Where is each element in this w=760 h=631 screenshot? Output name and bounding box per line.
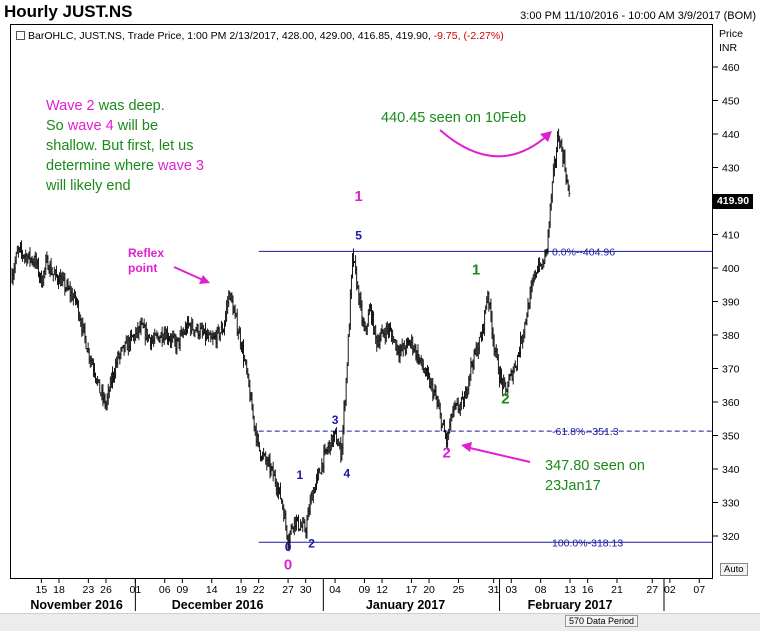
y-tick-label: 320	[722, 531, 740, 543]
x-tick-label: 27	[282, 584, 294, 596]
bottom-bar: 570 Data Period	[0, 613, 760, 631]
note-shallow: shallow. But first, let us	[46, 138, 194, 154]
y-tick-label: 360	[722, 397, 740, 409]
y-tick-label: 370	[722, 364, 740, 376]
x-tick-label: 06	[159, 584, 171, 596]
x-tick-label: 19	[235, 584, 247, 596]
note-wave3: wave 3	[158, 158, 204, 174]
y-tick-label: 440	[722, 129, 740, 141]
x-tick-label: 27	[646, 584, 658, 596]
info-prefix: BarOHLC, JUST.NS, Trade Price, 1:00 PM 2…	[28, 30, 431, 42]
x-tick-label: 16	[582, 584, 594, 596]
y-tick-label: 330	[722, 498, 740, 510]
date-range: 3:00 PM 11/10/2016 - 10:00 AM 3/9/2017 (…	[520, 10, 756, 22]
low-note-line2: 23Jan17	[545, 478, 601, 494]
reflex-line1: Reflex	[128, 246, 165, 260]
x-tick-label: 04	[329, 584, 341, 596]
high-note: 440.45 seen on 10Feb	[381, 110, 527, 126]
chart-title: Hourly JUST.NS	[4, 2, 133, 21]
x-tick-label: 14	[206, 584, 218, 596]
y-tick-label: 430	[722, 163, 740, 175]
low-note: 347.80 seen on 23Jan17	[545, 456, 645, 496]
x-tick-label: 15	[36, 584, 48, 596]
note-determine: determine where	[46, 158, 159, 174]
x-tick-label: 30	[300, 584, 312, 596]
note-end: will likely end	[46, 178, 131, 194]
x-tick-label: 13	[564, 584, 576, 596]
plot-area[interactable]	[10, 24, 713, 579]
y-tick-label: 400	[722, 263, 740, 275]
y-tick-label: 390	[722, 297, 740, 309]
x-tick-label: 01	[130, 584, 142, 596]
x-tick-label: 07	[693, 584, 705, 596]
note-willbe: will be	[113, 118, 159, 134]
x-tick-label: 21	[611, 584, 623, 596]
x-tick-label: 26	[100, 584, 112, 596]
x-tick-label: 18	[53, 584, 65, 596]
x-tick-label: 20	[423, 584, 435, 596]
x-tick-label: 09	[177, 584, 189, 596]
low-note-line1: 347.80 seen on	[545, 458, 645, 474]
y-axis-header-price: Price	[719, 28, 743, 40]
wave2-note: Wave 2 was deep. So wave 4 will be shall…	[46, 96, 204, 196]
x-tick-label: 08	[535, 584, 547, 596]
x-tick-label: 31	[488, 584, 500, 596]
x-tick-label: 02	[664, 584, 676, 596]
reflex-note: Reflex point	[128, 246, 164, 276]
note-wave4: wave 4	[67, 118, 114, 134]
x-tick-label: 03	[505, 584, 517, 596]
month-label: January 2017	[366, 598, 445, 612]
y-tick-label: 460	[722, 62, 740, 74]
month-label: February 2017	[528, 598, 613, 612]
y-tick-label: 380	[722, 330, 740, 342]
info-change: -9.75, (-2.27%)	[433, 30, 504, 42]
note-deep: was deep.	[94, 98, 165, 114]
y-tick-label: 340	[722, 464, 740, 476]
reflex-line2: point	[128, 261, 158, 275]
data-period-label[interactable]: 570 Data Period	[565, 615, 639, 627]
y-tick-label: 350	[722, 431, 740, 443]
settings-icon[interactable]	[16, 31, 25, 40]
auto-scale-button[interactable]: Auto	[720, 563, 748, 576]
x-tick-label: 22	[253, 584, 265, 596]
y-tick-label: 450	[722, 96, 740, 108]
month-label: December 2016	[172, 598, 264, 612]
x-tick-label: 09	[359, 584, 371, 596]
x-tick-label: 23	[83, 584, 95, 596]
note-so: So	[46, 118, 68, 134]
y-tick-label: 410	[722, 230, 740, 242]
y-axis-header-currency: INR	[719, 42, 738, 54]
info-line: BarOHLC, JUST.NS, Trade Price, 1:00 PM 2…	[16, 30, 504, 42]
month-label: November 2016	[30, 598, 122, 612]
x-tick-label: 17	[406, 584, 418, 596]
x-tick-label: 25	[453, 584, 465, 596]
current-price-badge: 419.90	[713, 194, 753, 209]
note-wave2: Wave 2	[46, 98, 95, 114]
x-tick-label: 12	[376, 584, 388, 596]
